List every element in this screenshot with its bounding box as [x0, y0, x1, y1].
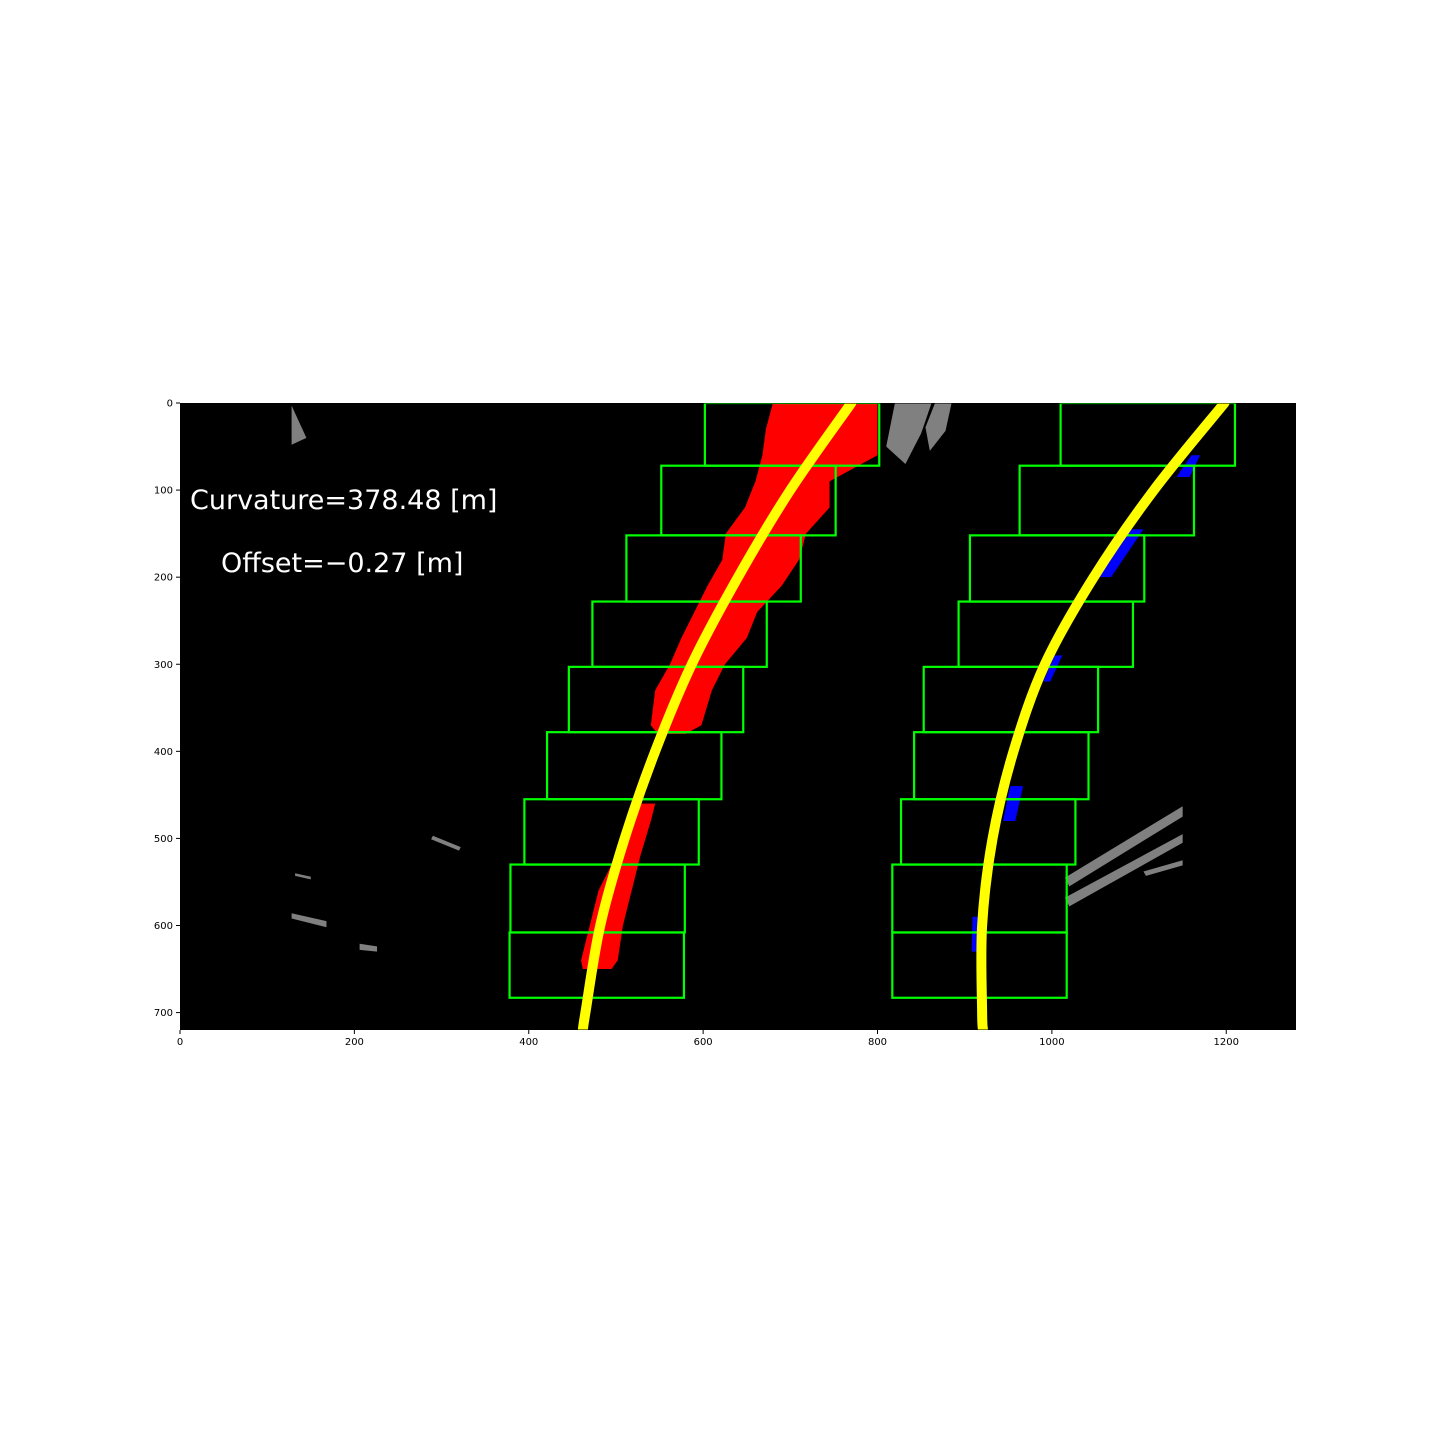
left-lane-pixels-0 [650, 403, 878, 734]
right-lane-pixels-1 [1098, 529, 1144, 578]
y-tick-label-500: 500 [154, 834, 173, 845]
x-tick-label-1200: 1200 [1214, 1037, 1239, 1048]
right-fit-line [976, 403, 1230, 1030]
other-pixels-blob-1 [886, 403, 932, 464]
other-pixels-blob-4 [1064, 834, 1183, 907]
other-pixels-blob-2 [925, 403, 952, 451]
right-lane-pixels-2 [1043, 655, 1063, 682]
y-tick-label-0: 0 [167, 399, 173, 410]
image-background [180, 403, 1296, 1030]
y-tick-label-100: 100 [154, 486, 173, 497]
other-pixels-blob-8 [431, 835, 461, 851]
y-tick-label-300: 300 [154, 660, 173, 671]
other-pixels-blob-9 [295, 873, 311, 880]
curvature-label: Curvature=378.48 [m] [190, 485, 497, 516]
other-pixels-blob-0 [291, 405, 307, 445]
y-axis: 0 100 200 300 400 500 600 700 [154, 399, 180, 1019]
x-tick-label-0: 0 [177, 1037, 183, 1048]
offset-label: Offset=−0.27 [m] [221, 548, 463, 579]
x-axis: 0 200 400 600 800 1000 1200 [177, 1030, 1239, 1048]
x-tick-label-200: 200 [345, 1037, 364, 1048]
other-pixels-blob-7 [359, 943, 378, 952]
left-fit-line [577, 403, 857, 1030]
fit-lines-layer [577, 403, 1230, 1030]
other-pixels-blob-6 [291, 913, 327, 928]
x-tick-label-400: 400 [519, 1037, 538, 1048]
right-lane-pixels-3 [1003, 786, 1024, 821]
other-pixels-blob-3 [1064, 806, 1183, 887]
plot-area: Curvature=378.48 [m] Offset=−0.27 [m] [180, 403, 1296, 1030]
x-tick-label-600: 600 [694, 1037, 713, 1048]
x-tick-label-800: 800 [868, 1037, 887, 1048]
other-pixels-layer [291, 403, 1183, 952]
other-pixels-blob-5 [1143, 860, 1183, 876]
x-tick-label-1000: 1000 [1039, 1037, 1064, 1048]
y-tick-label-200: 200 [154, 573, 173, 584]
y-tick-label-400: 400 [154, 747, 173, 758]
y-tick-label-600: 600 [154, 921, 173, 932]
y-tick-label-700: 700 [154, 1008, 173, 1019]
